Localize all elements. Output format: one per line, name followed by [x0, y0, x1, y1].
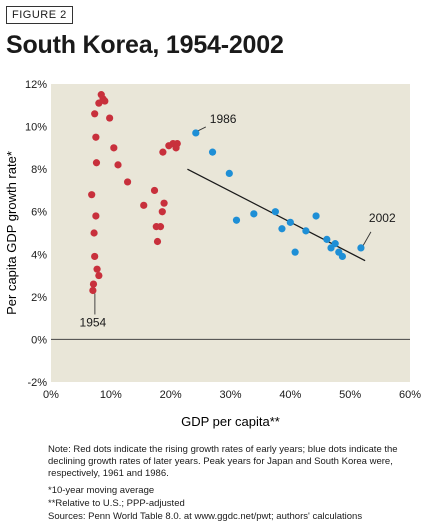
red-data-point [110, 144, 118, 152]
y-tick-label: 4% [31, 249, 47, 261]
blue-data-point [357, 244, 365, 252]
red-data-point [91, 110, 99, 118]
blue-data-point [225, 169, 233, 177]
y-tick-label: 0% [31, 334, 47, 346]
chart-title: South Korea, 1954-2002 [6, 31, 284, 59]
red-data-point [90, 229, 98, 237]
red-data-point [106, 114, 114, 122]
blue-data-point [302, 227, 310, 235]
red-data-point [92, 212, 100, 220]
y-tick-label: 8% [31, 164, 47, 176]
blue-data-point [338, 252, 346, 261]
blue-data-point [208, 148, 217, 156]
x-tick-label: 20% [160, 389, 182, 401]
y-tick-label: 6% [31, 207, 47, 219]
year-annotation: 1986 [210, 112, 237, 126]
red-data-point [92, 159, 101, 167]
blue-data-point [250, 210, 258, 218]
x-axis-label: GDP per capita** [181, 414, 280, 429]
footnote-growth: *10-year moving average [48, 484, 155, 496]
y-tick-label: -2% [27, 377, 47, 389]
annotation-leader [362, 231, 372, 247]
figure-label: FIGURE 2 [6, 6, 73, 24]
year-annotation: 1954 [80, 315, 107, 329]
x-tick-label: 0% [43, 389, 59, 401]
red-data-point [150, 186, 159, 195]
blue-data-point [232, 216, 241, 224]
red-data-point [91, 252, 99, 261]
x-tick-label: 60% [399, 389, 421, 401]
year-annotation: 2002 [369, 211, 396, 225]
plot-area [51, 84, 410, 382]
blue-data-point [323, 235, 331, 243]
x-tick-label: 30% [219, 389, 241, 401]
red-data-point [88, 191, 96, 199]
red-data-point [156, 223, 165, 231]
red-data-point [89, 286, 97, 295]
blue-data-point [271, 208, 279, 216]
red-data-point [89, 280, 98, 288]
red-data-point [101, 97, 109, 105]
figure-notes: Note: Red dots indicate the rising growt… [48, 444, 424, 524]
y-tick-label: 10% [25, 122, 47, 134]
note-text: Note: Red dots indicate the rising growt… [48, 444, 398, 480]
blue-data-point [312, 212, 320, 220]
red-data-point [160, 199, 168, 207]
red-data-point [159, 148, 167, 156]
y-axis-label: Per capita GDP growth rate* [4, 151, 19, 315]
blue-data-point [331, 240, 339, 248]
x-tick-label: 50% [339, 389, 361, 401]
red-data-point [173, 140, 181, 148]
x-tick-label: 40% [279, 389, 301, 401]
red-data-point [95, 271, 103, 280]
blue-data-point [278, 225, 286, 233]
y-tick-label: 2% [31, 292, 47, 304]
blue-data-point [291, 248, 299, 256]
red-data-point [158, 208, 166, 216]
red-data-point [114, 161, 122, 169]
sources-text: Sources: Penn World Table 8.0. at www.gg… [48, 511, 363, 523]
annotation-leader [197, 126, 206, 132]
red-data-point [97, 91, 105, 99]
y-tick-label: 12% [25, 79, 47, 91]
blue-data-point [286, 218, 294, 226]
red-data-point [140, 201, 148, 209]
red-data-point [153, 237, 162, 246]
scatter-chart: -2%0%2%4%6%8%10%12% 0% 10% 20% 30% 40% 50% 60%… [4, 79, 421, 429]
x-tick-label: 10% [100, 389, 122, 401]
red-data-point [123, 178, 132, 186]
red-data-point [92, 133, 100, 141]
blue-data-point [192, 129, 200, 137]
red-data-point [93, 265, 101, 273]
footnote-gdp: **Relative to U.S.; PPP-adjusted [48, 497, 185, 509]
